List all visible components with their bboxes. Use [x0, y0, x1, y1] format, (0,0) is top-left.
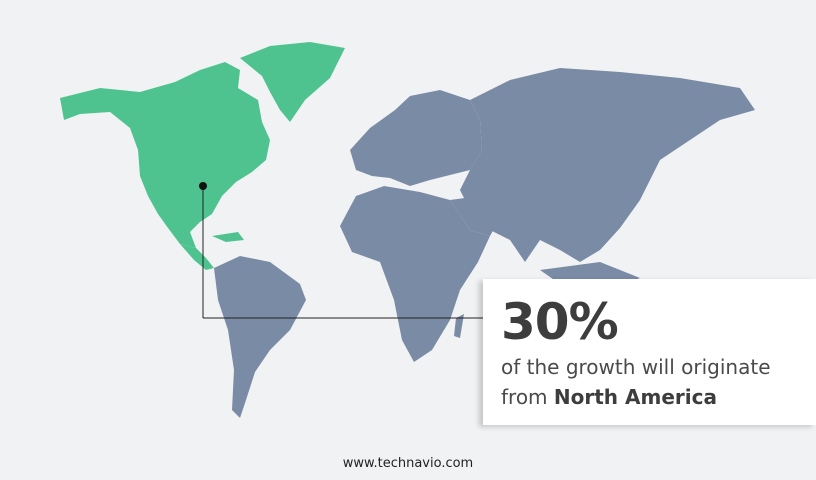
region-central-america — [180, 244, 214, 270]
region-name: North America — [553, 385, 717, 409]
region-north-america — [60, 62, 270, 248]
growth-region-line: from North America — [501, 385, 717, 409]
region-africa — [340, 186, 490, 362]
website-footer: www.technavio.com — [342, 456, 474, 471]
growth-description: of the growth will originate — [501, 355, 771, 379]
info-card: 30% of the growth will originate from No… — [483, 279, 816, 425]
location-marker — [199, 182, 207, 190]
region-caribbean — [212, 232, 244, 242]
growth-percentage: 30% — [501, 293, 619, 351]
region-europe — [350, 90, 482, 186]
from-label: from — [501, 385, 548, 409]
region-greenland — [240, 42, 345, 122]
region-middle-east — [450, 196, 500, 236]
region-madagascar — [454, 314, 464, 338]
region-south-america — [214, 256, 306, 418]
region-asia — [460, 68, 755, 262]
